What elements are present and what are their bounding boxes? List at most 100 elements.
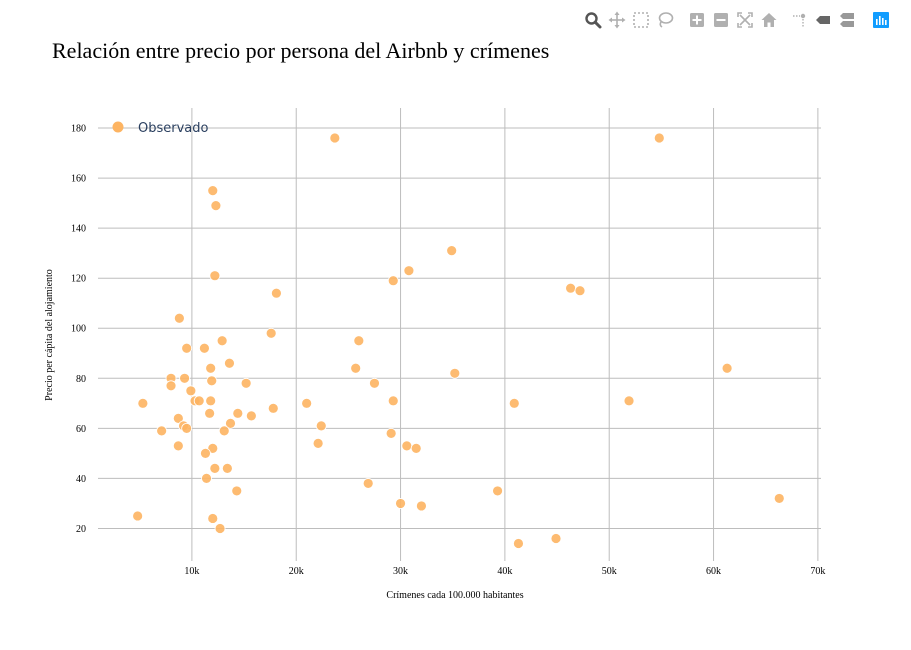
zoom-out-button[interactable]: [711, 10, 731, 30]
data-points: [132, 132, 785, 549]
data-point[interactable]: [387, 275, 399, 287]
plotly-logo-button[interactable]: [871, 10, 891, 30]
plus-icon: [690, 13, 704, 27]
data-point[interactable]: [550, 533, 562, 544]
data-point[interactable]: [492, 485, 503, 497]
data-point[interactable]: [207, 185, 219, 196]
data-point[interactable]: [623, 395, 635, 407]
x-tick-label: 40k: [497, 566, 512, 577]
data-point[interactable]: [207, 513, 219, 524]
hover-compare-button[interactable]: [837, 10, 857, 30]
y-tick-label: 80: [76, 374, 86, 385]
data-point[interactable]: [401, 440, 413, 452]
data-point[interactable]: [204, 407, 216, 419]
data-point[interactable]: [206, 375, 218, 387]
data-point[interactable]: [395, 498, 406, 509]
x-tick-label: 50k: [602, 566, 617, 577]
x-tick-label: 30k: [393, 566, 408, 577]
data-point[interactable]: [201, 473, 212, 484]
data-point[interactable]: [179, 372, 190, 384]
data-point[interactable]: [245, 410, 257, 422]
data-point[interactable]: [265, 327, 277, 339]
data-point[interactable]: [181, 422, 193, 434]
data-point[interactable]: [362, 478, 374, 489]
data-point[interactable]: [353, 335, 365, 347]
data-point[interactable]: [214, 523, 226, 534]
zoom-icon: [585, 12, 602, 29]
data-point[interactable]: [156, 425, 168, 437]
legend-marker: [112, 121, 124, 133]
y-tick-label: 60: [76, 424, 86, 435]
data-point[interactable]: [369, 377, 380, 389]
pan-button[interactable]: [607, 10, 627, 30]
data-point[interactable]: [209, 270, 221, 282]
data-point[interactable]: [172, 440, 184, 452]
x-tick-label: 60k: [706, 566, 721, 577]
data-point[interactable]: [232, 407, 244, 419]
data-point[interactable]: [225, 417, 236, 429]
home-icon: [761, 13, 777, 27]
data-point[interactable]: [231, 485, 243, 497]
data-point[interactable]: [165, 380, 177, 392]
data-point[interactable]: [173, 312, 185, 324]
lasso-icon: [658, 12, 674, 28]
data-point[interactable]: [207, 442, 219, 454]
data-point[interactable]: [315, 420, 327, 432]
data-point[interactable]: [181, 342, 193, 354]
spike-lines-button[interactable]: [789, 10, 809, 30]
data-point[interactable]: [205, 395, 217, 407]
data-point[interactable]: [312, 437, 324, 449]
data-point[interactable]: [172, 412, 184, 424]
data-point[interactable]: [218, 425, 230, 437]
data-point[interactable]: [574, 285, 586, 297]
data-point[interactable]: [221, 462, 233, 474]
data-point[interactable]: [653, 132, 665, 144]
pan-icon: [608, 11, 626, 29]
data-point[interactable]: [410, 442, 422, 454]
data-point[interactable]: [205, 362, 217, 374]
autoscale-button[interactable]: [735, 10, 755, 30]
data-point[interactable]: [565, 282, 577, 294]
data-point[interactable]: [387, 395, 399, 407]
autoscale-icon: [737, 12, 753, 28]
data-point[interactable]: [403, 265, 415, 277]
data-point[interactable]: [199, 342, 210, 354]
modebar: [583, 10, 903, 30]
data-point[interactable]: [216, 335, 228, 347]
legend[interactable]: Observado: [112, 121, 209, 136]
data-point[interactable]: [271, 287, 282, 299]
data-point[interactable]: [267, 402, 279, 414]
data-point[interactable]: [773, 493, 785, 504]
data-point[interactable]: [137, 397, 149, 409]
data-point[interactable]: [200, 447, 211, 459]
data-point[interactable]: [385, 427, 397, 439]
data-point[interactable]: [721, 362, 733, 374]
data-point[interactable]: [446, 245, 458, 257]
zoom-in-button[interactable]: [687, 10, 707, 30]
zoom-button[interactable]: [583, 10, 603, 30]
data-point[interactable]: [132, 510, 144, 522]
data-point[interactable]: [185, 385, 197, 397]
data-point[interactable]: [449, 367, 461, 379]
box-select-button[interactable]: [631, 10, 651, 30]
data-point[interactable]: [513, 538, 524, 549]
hover-closest-button[interactable]: [813, 10, 833, 30]
chart-title: Relación entre precio por persona del Ai…: [52, 38, 550, 63]
data-point[interactable]: [301, 397, 313, 409]
data-point[interactable]: [240, 377, 252, 389]
y-tick-label: 20: [76, 524, 86, 535]
data-point[interactable]: [508, 397, 520, 409]
data-point[interactable]: [193, 395, 205, 407]
y-tick-label: 180: [71, 124, 86, 135]
lasso-select-button[interactable]: [655, 10, 675, 30]
y-tick-label: 140: [71, 224, 86, 235]
data-point[interactable]: [209, 462, 221, 474]
data-point[interactable]: [210, 200, 222, 212]
data-point[interactable]: [350, 362, 362, 374]
data-point[interactable]: [224, 357, 235, 369]
data-point[interactable]: [329, 132, 341, 144]
data-point[interactable]: [416, 500, 427, 512]
reset-axes-button[interactable]: [759, 10, 779, 30]
y-tick-label: 120: [71, 274, 86, 285]
